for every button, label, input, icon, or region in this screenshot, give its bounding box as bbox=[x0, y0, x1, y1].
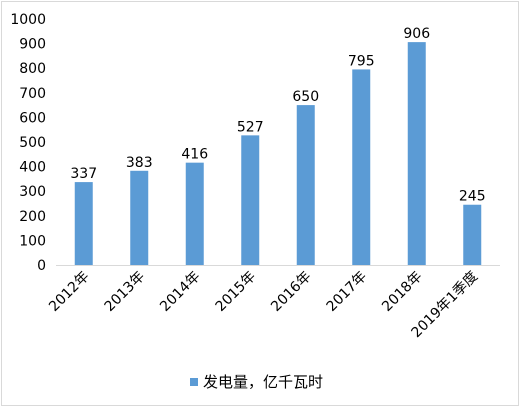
y-tick-label: 800 bbox=[19, 61, 46, 77]
x-tick-label: 2014年 bbox=[157, 269, 203, 315]
y-tick-label: 1000 bbox=[10, 12, 46, 28]
y-tick-label: 900 bbox=[19, 37, 46, 53]
y-tick-label: 0 bbox=[37, 258, 46, 274]
y-tick-label: 100 bbox=[19, 233, 46, 249]
x-tick-label: 2018年 bbox=[379, 269, 425, 315]
bar bbox=[407, 42, 426, 266]
y-tick-label: 600 bbox=[19, 110, 46, 126]
x-tick-label: 2012年 bbox=[46, 269, 92, 315]
y-tick-label: 700 bbox=[19, 86, 46, 102]
x-tick-label: 2015年 bbox=[213, 269, 259, 315]
bar bbox=[185, 162, 204, 265]
x-tick-label: 2017年 bbox=[324, 269, 370, 315]
bar bbox=[352, 69, 371, 266]
bar bbox=[296, 105, 315, 265]
x-tick-label: 2016年 bbox=[268, 269, 314, 315]
data-labels: 337 383 416 527 650 795 906 245 bbox=[70, 26, 485, 205]
x-axis-ticks: 2012年 2013年 2014年 2015年 2016年 2017年 2018年2019年… bbox=[46, 269, 481, 342]
y-tick-label: 400 bbox=[19, 160, 46, 176]
legend-swatch bbox=[190, 378, 198, 386]
bar bbox=[130, 170, 149, 265]
y-axis-ticks: 0 100 200 300 400 500 600 700 800 900 1000 bbox=[10, 12, 46, 274]
y-tick-label: 300 bbox=[19, 184, 46, 200]
legend-label: 发电量，亿千瓦时 bbox=[203, 373, 323, 391]
data-label: 245 bbox=[459, 189, 486, 205]
data-label: 650 bbox=[292, 89, 319, 105]
bar bbox=[74, 182, 93, 265]
y-tick-label: 500 bbox=[19, 135, 46, 151]
data-label: 527 bbox=[237, 119, 264, 135]
data-label: 906 bbox=[403, 26, 430, 42]
y-tick-label: 200 bbox=[19, 209, 46, 225]
x-tick-label: 2013年 bbox=[102, 269, 148, 315]
data-label: 383 bbox=[126, 155, 153, 171]
data-label: 795 bbox=[348, 53, 375, 69]
bar bbox=[463, 204, 482, 265]
data-label: 337 bbox=[70, 166, 97, 182]
bars bbox=[74, 42, 482, 266]
legend: 发电量，亿千瓦时 bbox=[190, 373, 323, 391]
data-label: 416 bbox=[181, 147, 208, 163]
bar bbox=[241, 135, 260, 265]
